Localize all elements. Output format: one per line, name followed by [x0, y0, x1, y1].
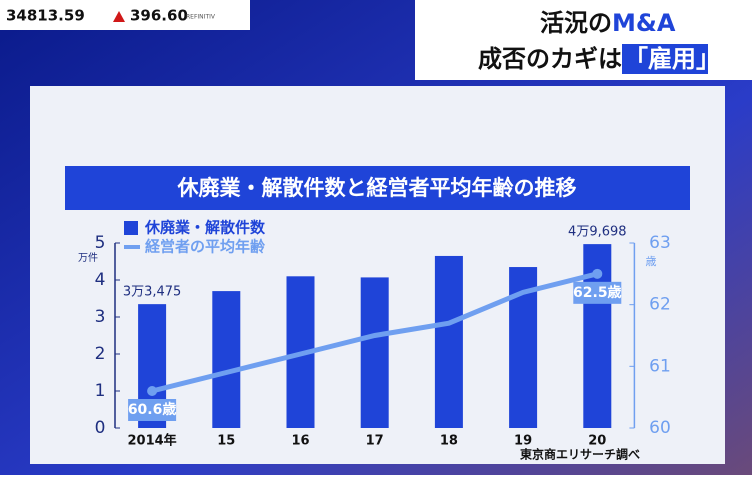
x-tick-label: 2014年 [128, 433, 177, 449]
chart-title: 休廃業・解散件数と経営者平均年齢の推移 [177, 176, 577, 200]
x-tick-label: 16 [291, 434, 309, 449]
y-axis-label: 万件 [78, 252, 98, 264]
ticker-source: REFINITIV [186, 14, 216, 21]
line-marker [592, 268, 603, 279]
y2-tick-label: 62 [649, 295, 671, 315]
y-tick-label: 3 [95, 307, 106, 327]
y2-tick-label: 60 [649, 418, 671, 438]
source-note: 東京商エリサーチ調べ [520, 447, 640, 462]
y-tick-label: 4 [95, 270, 106, 290]
ticker-bar [0, 0, 250, 30]
legend-label: 休廃業・解散件数 [144, 219, 266, 237]
value-label: 4万9,698 [568, 225, 627, 240]
y-tick-label: 1 [95, 381, 106, 401]
ticker-change: 396.60 [130, 7, 188, 25]
value-label: 60.6歳 [128, 401, 177, 418]
value-label: 62.5歳 [573, 284, 622, 301]
x-tick-label: 18 [440, 434, 458, 449]
legend-label: 経営者の平均年齢 [145, 238, 266, 256]
bar [360, 277, 389, 428]
headline-line2: 成否のカギは「雇用」 [478, 45, 720, 73]
x-tick-label: 20 [588, 434, 606, 449]
y2-axis-label: 歳 [646, 255, 657, 268]
value-label-box [573, 281, 622, 304]
value-label-box [128, 399, 177, 421]
x-tick-label: 15 [217, 434, 235, 449]
line-marker [147, 386, 158, 396]
headline-text: 成否のカギは [478, 45, 622, 73]
bar [434, 255, 463, 428]
line [151, 271, 598, 394]
y-tick-label: 2 [95, 344, 106, 364]
ticker-index: 34813.59 [6, 7, 85, 25]
title-banner [65, 166, 690, 210]
highlight-box [622, 44, 708, 74]
bar [212, 291, 241, 428]
x-tick-label: 19 [514, 434, 532, 449]
headline-highlight: 「雇用」 [624, 45, 720, 73]
y2-tick-label: 63 [649, 233, 671, 253]
legend-swatch [124, 221, 138, 235]
headline-text: 活況の [540, 9, 612, 37]
headline-highlight: M&A [612, 9, 676, 37]
y-tick-label: 5 [95, 233, 106, 253]
value-label: 3万3,475 [123, 285, 182, 300]
y-tick-label: 0 [95, 418, 106, 438]
y2-tick-label: 61 [649, 356, 671, 376]
headline-line1: 活況のM&A [540, 9, 676, 37]
x-tick-label: 17 [366, 434, 384, 449]
up-arrow [113, 11, 125, 22]
